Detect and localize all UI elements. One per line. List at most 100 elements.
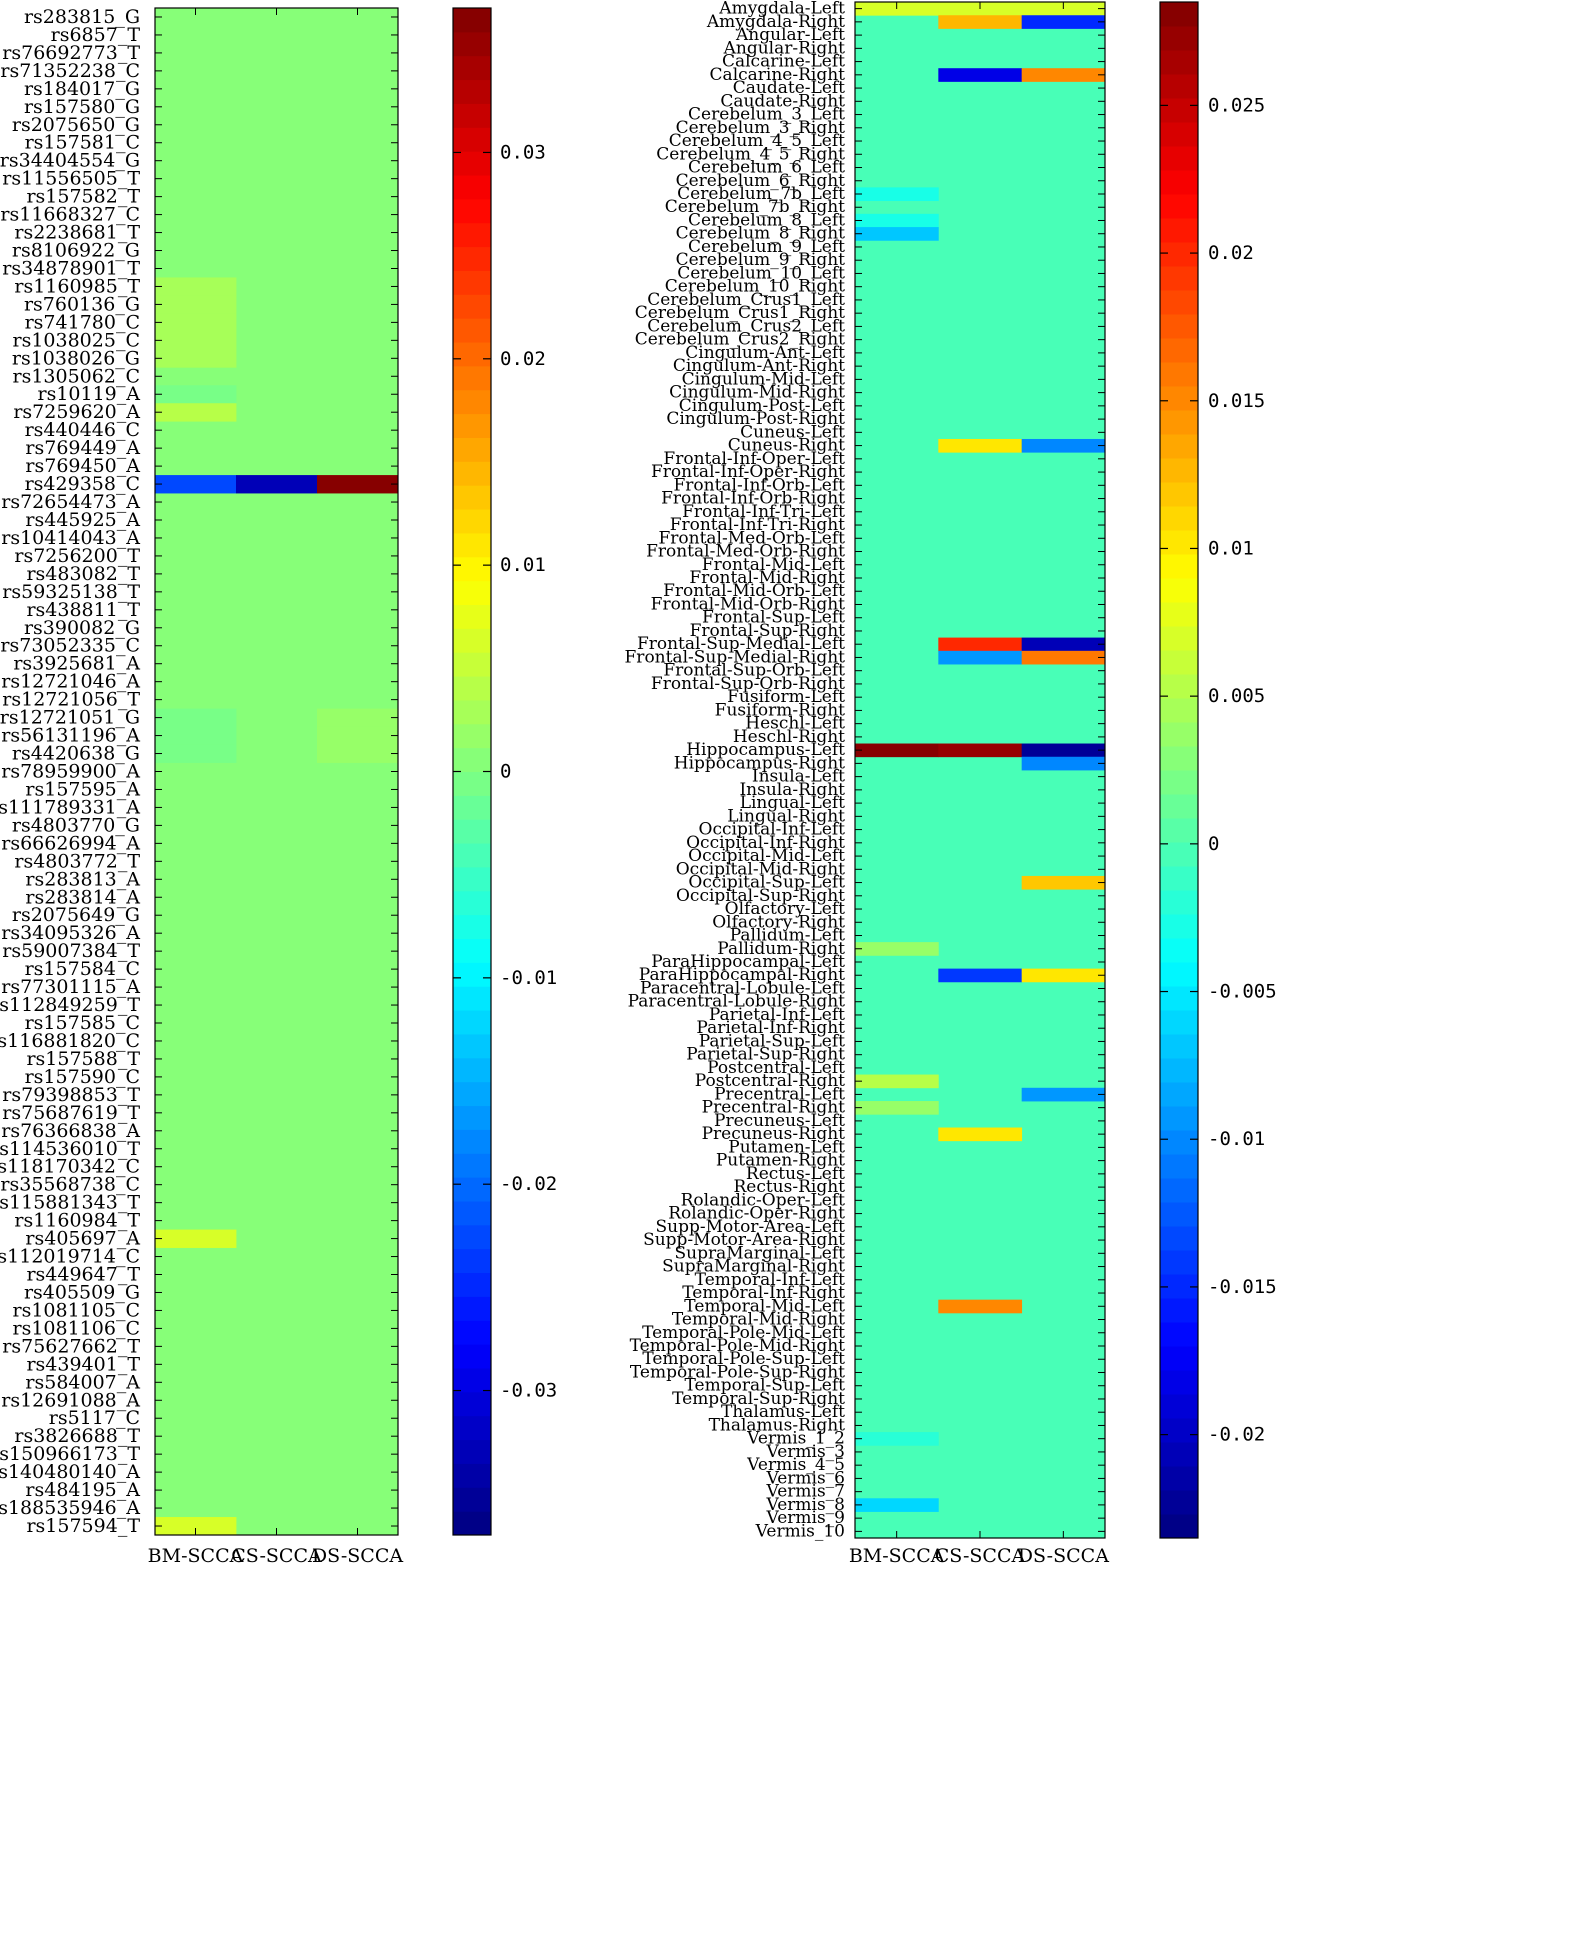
colorbar-band [453,365,491,391]
row-label: rs283814_A [25,886,140,908]
colorbar-band [453,986,491,1011]
colorbar-band [453,1177,491,1202]
row-label: Hippocampus-Left [686,740,845,760]
colorbar-band [1160,1226,1198,1251]
row-label: rs66626994_A [1,832,140,854]
colorbar-band [1160,626,1198,651]
row-label: Olfactory-Right [712,912,845,932]
colorbar-band [453,31,491,57]
colorbar-band [1160,50,1198,75]
colorbar-band [1160,266,1198,291]
colorbar-band [1160,962,1198,987]
row-label: ParaHippocampal-Left [651,952,845,972]
colorbar-band [1160,554,1198,579]
row-label: Parietal-Inf-Right [696,1018,845,1038]
colorbar-band [1160,362,1198,387]
heatmap-cell [938,438,1023,453]
row-label: Paracentral-Lobule-Left [640,978,845,998]
colorbar-band [1160,1034,1198,1059]
row-label: Putamen-Right [716,1151,845,1171]
colorbar-band [1160,794,1198,819]
row-label: Cerebelum_6_Left [688,158,845,178]
colorbar-band [1160,842,1198,867]
row-label: rs35568738_C [0,1174,140,1196]
colorbar-band [453,79,491,104]
colorbar-band [1160,170,1198,195]
row-label: rs157595_A [25,778,140,800]
row-label: Temporal-Sup-Left [685,1376,846,1396]
row-label: rs449647_T [26,1264,140,1286]
column-label: DS-SCCA [1018,1545,1109,1567]
row-label: rs4803770_G [12,814,140,836]
row-label: rs3925681_A [13,653,140,675]
row-label: Frontal-Inf-Tri-Right [670,515,845,535]
row-label: Frontal-Inf-Oper-Right [651,462,845,482]
row-label: SupraMarginal-Right [662,1257,845,1277]
row-label: Precuneus-Left [714,1111,845,1131]
row-label: Cerebelum_9_Left [688,237,845,257]
row-label: rs760136_G [24,293,140,315]
heatmap-cell [1021,15,1106,29]
row-label: rs283815_G [24,6,140,28]
row-label: rs429358_C [25,473,140,495]
row-label: Cingulum-Post-Left [679,396,845,416]
row-label: rs59007384_T [2,940,140,962]
row-label: Thalamus-Left [721,1402,845,1422]
row-label: Vermis_1_2 [746,1429,845,1449]
colorbar-band [1160,578,1198,603]
row-label: Cerebelum_Crus2_Right [635,330,845,350]
heatmap-cell [155,385,237,404]
row-label: rs34095326_A [1,922,140,944]
heatmap-cell [855,187,939,202]
colorbar-band [453,1296,491,1321]
row-label: Frontal-Sup-Medial-Left [637,634,845,654]
colorbar-band [453,509,491,534]
colorbar-band [453,1511,491,1536]
heatmap-cell [1021,637,1106,652]
colorbar-band [1160,698,1198,723]
row-label: Pallidum-Right [717,939,845,959]
colorbar-tick-label: 0.005 [1208,685,1265,707]
colorbar-band [453,127,491,152]
row-label: Frontal-Inf-Orb-Right [661,489,845,509]
row-label: Angular-Right [723,38,846,58]
row-label: rs483082_T [26,563,140,585]
row-label: rs188535946_A [0,1497,140,1519]
row-label: rs440446_C [25,419,140,441]
row-label: rs59325138_T [2,581,140,603]
colorbar-band [1160,290,1198,315]
colorbar-band [453,461,491,486]
heatmap-cell [938,968,1023,983]
colorbar-tick-label: -0.03 [500,1380,557,1402]
colorbar-band [1160,938,1198,963]
row-label: Precuneus-Right [702,1124,846,1144]
row-label: Cerebelum_Crus1_Left [647,290,845,310]
row-label: Vermis_4_5 [746,1455,845,1475]
row-label: rs584007_A [25,1371,140,1393]
colorbar-band [1160,1514,1198,1539]
row-label: rs71352238_C [0,60,140,82]
colorbar-band [453,222,491,248]
row-label: rs12721056_T [2,689,140,711]
row-label: Cingulum-Post-Right [666,409,845,429]
row-label: Frontal-Inf-Oper-Left [663,449,845,469]
row-label: Frontal-Mid-Orb-Left [663,581,845,601]
colorbar-band [453,318,491,343]
row-label: Temporal-Pole-Mid-Right [630,1336,846,1356]
colorbar-band [1160,1346,1198,1371]
colorbar-band [1160,1322,1198,1347]
row-label: rs1160985_T [14,275,140,297]
row-label: Frontal-Sup-Orb-Right [651,674,845,694]
row-label: rs157584_C [25,958,140,980]
row-label: rs439401_T [26,1353,140,1375]
row-label: rs7256200_T [14,545,140,567]
colorbar-band [1160,866,1198,891]
row-label: Frontal-Sup-Right [690,621,846,641]
row-label: rs390082_G [24,617,140,639]
heatmap-cell [155,708,237,727]
row-label: rs157585_C [25,1012,140,1034]
row-label: Postcentral-Right [695,1071,845,1091]
row-label: rs115881343_T [0,1192,140,1214]
colorbar-band [1160,1010,1198,1035]
